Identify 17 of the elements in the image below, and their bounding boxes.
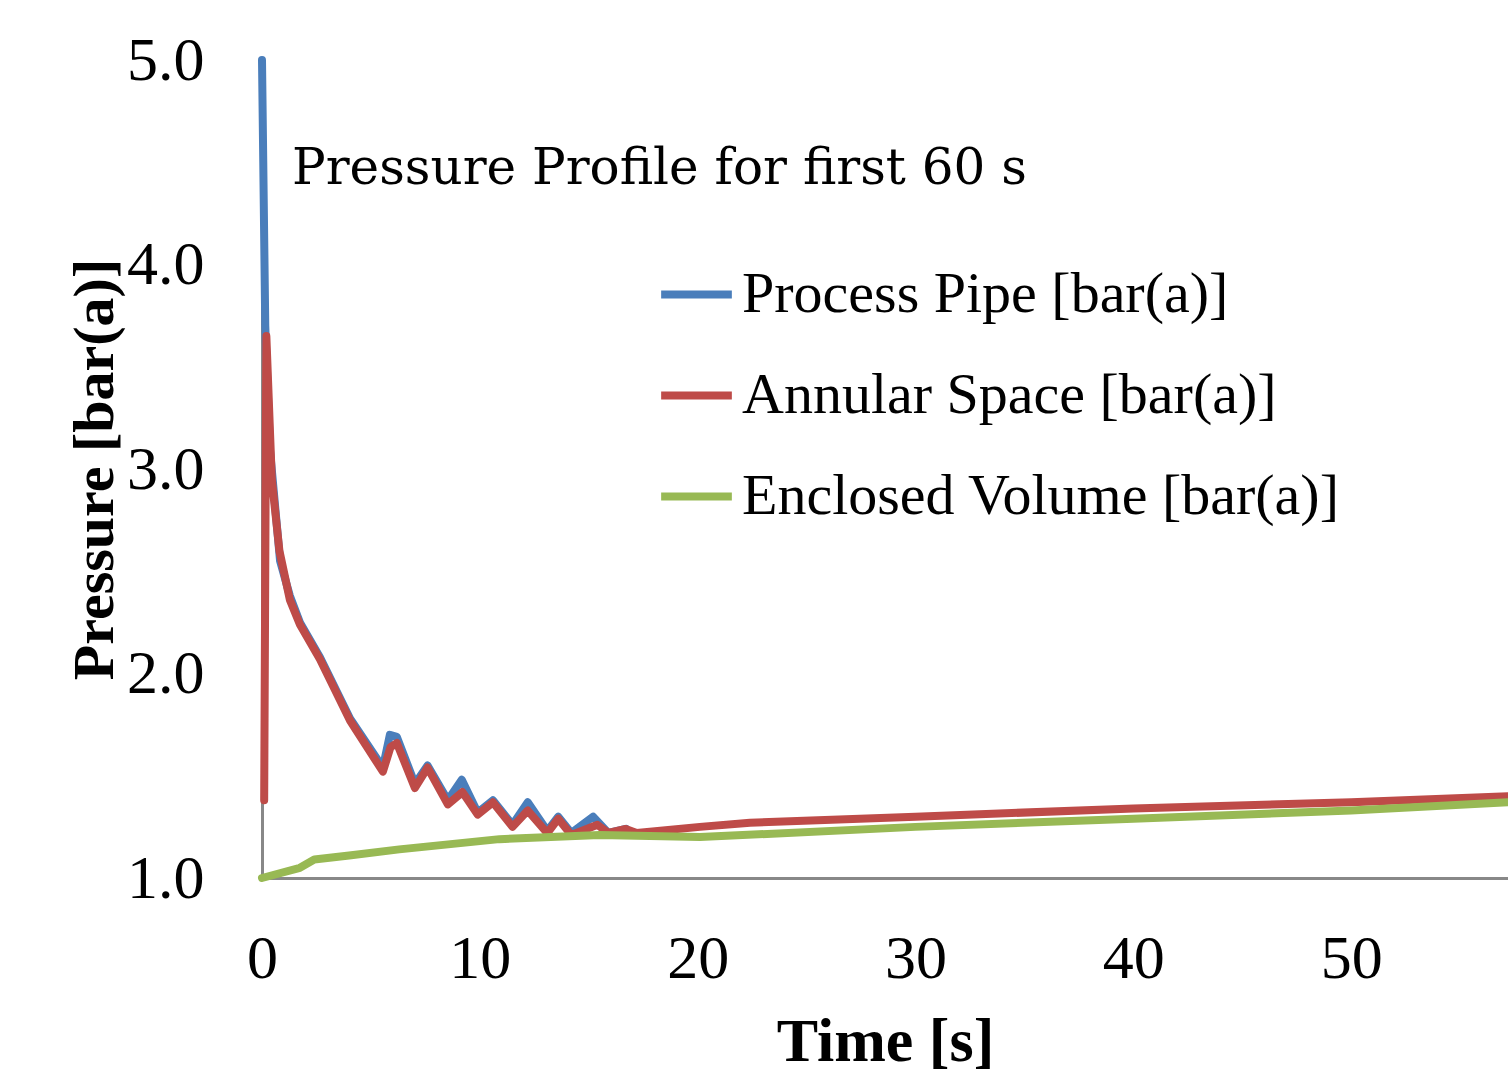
y-tick-label: 3.0 [127,433,205,502]
legend-label: Process Pipe [bar(a)] [742,259,1229,325]
y-axis-title: Pressure [bar(a)] [61,258,126,681]
x-tick-label: 30 [885,922,947,991]
y-tick-label: 5.0 [127,24,205,93]
x-axis-title: Time [s] [776,1005,995,1074]
y-tick-label: 2.0 [127,638,205,706]
legend-label: Enclosed Volume [bar(a)] [742,461,1339,527]
legend-label: Annular Space [bar(a)] [742,360,1277,426]
x-tick-label: 0 [247,922,278,991]
x-tick-label: 40 [1102,922,1165,991]
y-tick-label: 4.0 [127,229,205,297]
x-tick-label: 20 [667,922,730,991]
text: Pressure Profile for first 60 s [292,138,1027,196]
x-tick-label: 10 [449,922,512,991]
x-tick-label: 50 [1320,922,1383,991]
y-tick-label: 1.0 [127,842,205,911]
